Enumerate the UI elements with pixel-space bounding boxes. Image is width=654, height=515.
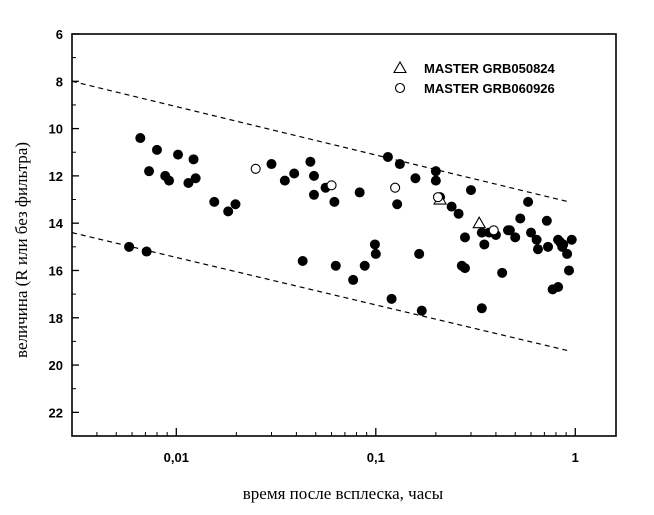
- y-tick-label: 12: [49, 169, 63, 184]
- grb060926-point: [390, 182, 401, 193]
- data-point: [453, 208, 464, 219]
- data-point: [553, 282, 564, 293]
- grb060926-point: [488, 225, 499, 236]
- y-tick-label: 18: [49, 311, 63, 326]
- data-point: [308, 189, 319, 200]
- legend-circle-icon: [394, 82, 406, 94]
- upper-bound-line: [71, 80, 570, 203]
- data-point: [526, 227, 537, 238]
- data-point: [223, 206, 234, 217]
- data-point: [394, 159, 405, 170]
- data-point: [329, 196, 340, 207]
- data-point: [124, 241, 135, 252]
- y-tick-label: 6: [56, 27, 63, 42]
- data-point: [382, 151, 393, 162]
- y-tick-label: 14: [49, 216, 64, 231]
- data-point: [330, 260, 341, 271]
- data-point: [459, 263, 470, 274]
- data-point: [504, 225, 515, 236]
- data-point: [392, 199, 403, 210]
- data-point: [446, 201, 457, 212]
- data-point: [266, 159, 277, 170]
- data-point: [563, 265, 574, 276]
- data-point: [523, 196, 534, 207]
- data-point: [209, 196, 220, 207]
- data-point: [369, 239, 380, 250]
- y-tick-label: 20: [49, 358, 63, 373]
- data-point: [305, 156, 316, 167]
- y-tick-label: 22: [49, 405, 63, 420]
- data-point: [459, 232, 470, 243]
- x-tick-label: 0,1: [367, 450, 385, 465]
- data-point: [410, 173, 421, 184]
- data-point: [430, 175, 441, 186]
- data-point: [354, 187, 365, 198]
- data-point: [230, 199, 241, 210]
- data-point: [479, 239, 490, 250]
- data-point: [566, 234, 577, 245]
- y-tick-label: 8: [56, 74, 63, 89]
- data-point: [386, 293, 397, 304]
- data-point: [144, 166, 155, 177]
- data-point: [183, 177, 194, 188]
- grb060926-point: [250, 163, 261, 174]
- data-point: [515, 213, 526, 224]
- data-point: [430, 166, 441, 177]
- data-point: [543, 241, 554, 252]
- legend-label: MASTER GRB060926: [424, 81, 555, 96]
- legend: MASTER GRB050824 MASTER GRB060926: [393, 60, 556, 96]
- data-point: [173, 149, 184, 160]
- plot-frame: [71, 33, 617, 437]
- plot-area: [71, 33, 617, 437]
- y-tick-label: 10: [49, 122, 63, 137]
- data-point: [297, 256, 308, 267]
- data-point: [532, 244, 543, 255]
- data-point: [151, 144, 162, 155]
- y-tick-label: 16: [49, 263, 63, 278]
- data-point: [359, 260, 370, 271]
- data-point: [279, 175, 290, 186]
- data-point: [370, 248, 381, 259]
- data-point: [558, 239, 569, 250]
- legend-label: MASTER GRB050824: [424, 61, 556, 76]
- trend-bounds: [71, 80, 570, 352]
- data-point: [188, 154, 199, 165]
- data-point: [510, 232, 521, 243]
- legend-triangle-icon: [393, 60, 407, 74]
- axis-ticks: 6 8 10 12 14 16 18 20 22 0,01 0,1 1: [49, 27, 579, 465]
- data-point: [164, 175, 175, 186]
- data-point: [141, 246, 152, 257]
- data-point: [465, 185, 476, 196]
- data-point: [416, 305, 427, 316]
- x-tick-label: 0,01: [164, 450, 189, 465]
- data-point: [476, 227, 487, 238]
- data-point: [562, 248, 573, 259]
- data-point: [476, 303, 487, 314]
- y-axis-title: величина (R или без фильтра): [12, 142, 31, 358]
- x-tick-label: 1: [572, 450, 579, 465]
- data-point: [308, 170, 319, 181]
- data-point: [541, 215, 552, 226]
- data-point: [289, 168, 300, 179]
- grb060926-point: [326, 180, 337, 191]
- lower-bound-line: [71, 232, 570, 352]
- data-point: [531, 234, 542, 245]
- data-point: [135, 133, 146, 144]
- data-point: [190, 173, 201, 184]
- x-axis-title: время после всплеска, часы: [243, 484, 444, 503]
- data-points: [124, 133, 577, 316]
- data-point: [348, 274, 359, 285]
- grb060926-point: [432, 192, 444, 203]
- grb050824-point: [472, 216, 487, 229]
- data-point: [497, 267, 508, 278]
- data-point: [414, 248, 425, 259]
